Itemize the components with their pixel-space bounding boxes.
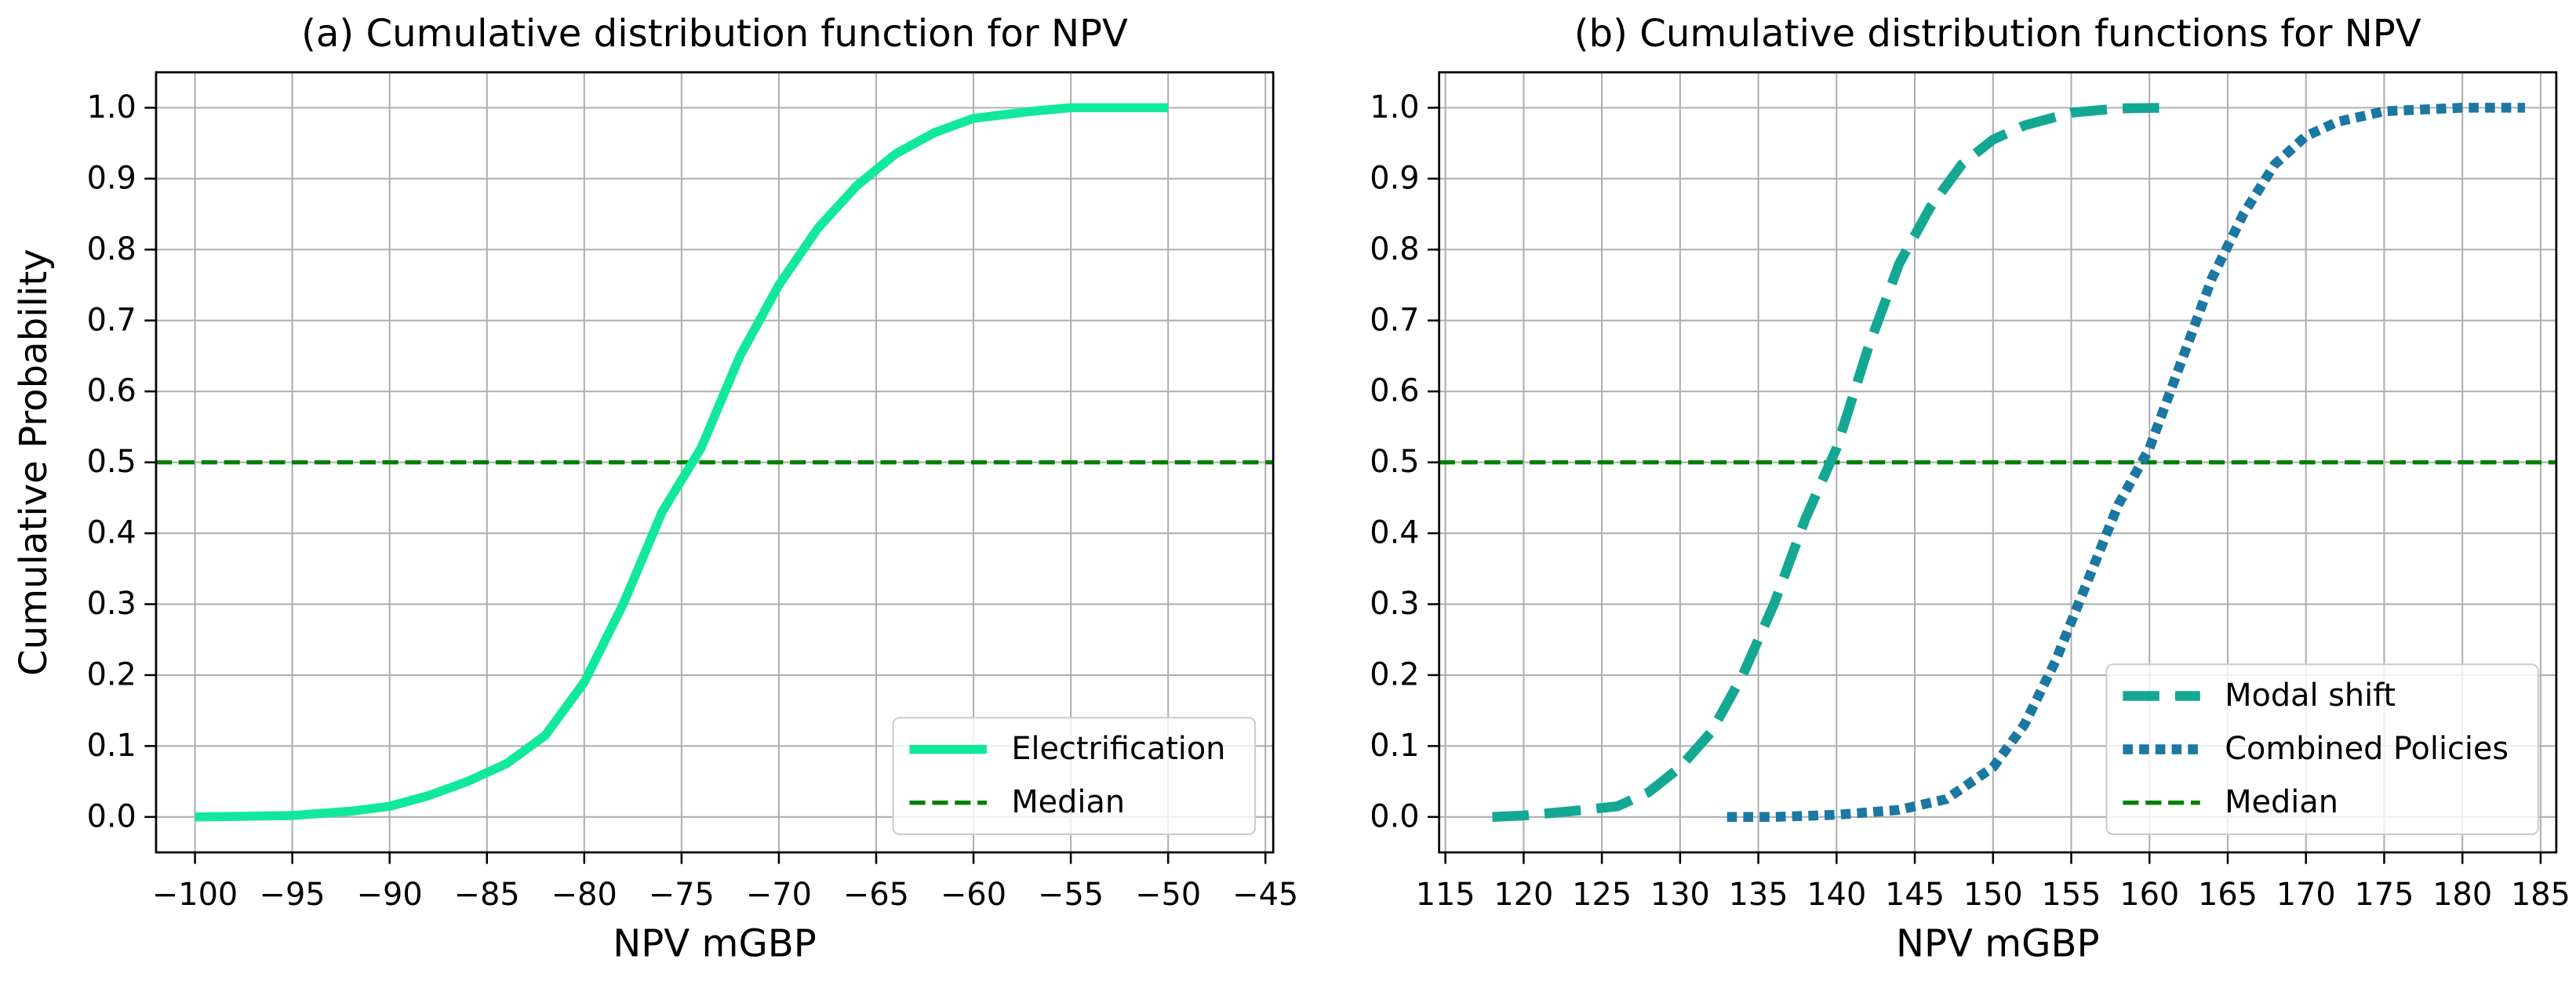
x-tick-label: 145 [1885, 877, 1945, 913]
x-tick-label: 140 [1806, 877, 1866, 913]
x-tick-label: 180 [2432, 877, 2492, 913]
legend-box [2105, 663, 2539, 836]
x-tick-label: −75 [649, 877, 715, 913]
y-tick-label: 1.0 [1370, 89, 1419, 125]
axes-frame [155, 71, 1275, 854]
y-tick-label: 0.5 [1370, 444, 1419, 480]
x-tick-label: −70 [746, 877, 812, 913]
x-tick-label: 155 [2042, 877, 2101, 913]
y-tick-label: 0.3 [1370, 586, 1419, 622]
y-tick-label: 0.3 [87, 586, 136, 622]
chart: 115 120 125 130 135 140 145 150 155 160 165 170 175 1… [1370, 12, 2571, 965]
y-tick-label: 0.1 [87, 728, 136, 764]
y-tick-label: 0.5 [87, 444, 136, 480]
legend-label: Median [1011, 784, 1125, 820]
cdf-line [1492, 103, 2166, 823]
x-tick-label: 120 [1494, 877, 1553, 913]
legend-label: Median [2225, 784, 2338, 820]
cdf-line [195, 103, 1169, 822]
x-tick-label: 115 [1416, 877, 1475, 913]
x-tick-label: 125 [1572, 877, 1632, 913]
chart-title: (b) Cumulative distribution functions fo… [1574, 12, 2421, 56]
x-axis-label: NPV mGBP [613, 921, 817, 965]
x-tick-label: 135 [1729, 877, 1788, 913]
y-tick-label: 0.1 [1370, 728, 1419, 764]
x-tick-label: −50 [1135, 877, 1201, 913]
x-tick-label: −60 [941, 877, 1006, 913]
y-axis-label: Cumulative Probability [12, 249, 56, 676]
x-tick-label: −55 [1038, 877, 1104, 913]
legend-label: Modal shift [2225, 678, 2396, 714]
legend-label: Combined Policies [2225, 731, 2509, 767]
chart: −100 −95 −90 −85 −80 −75 −70 −65 −60 −55 −50 −45 0.0… [12, 12, 1298, 965]
x-tick-label: 185 [2511, 877, 2571, 913]
x-tick-label: 165 [2198, 877, 2258, 913]
x-tick-label: −65 [843, 877, 909, 913]
x-tick-label: 130 [1650, 877, 1710, 913]
chart-title: (a) Cumulative distribution function for… [301, 12, 1128, 56]
cdf-line [1726, 103, 2525, 823]
x-tick-label: 175 [2354, 877, 2414, 913]
x-tick-label: −80 [551, 877, 617, 913]
y-tick-label: 0.8 [87, 231, 136, 267]
y-tick-label: 0.4 [87, 515, 136, 551]
x-axis-label: NPV mGBP [1896, 921, 2100, 965]
y-tick-label: 0.9 [87, 160, 136, 196]
x-tick-label: −100 [152, 877, 238, 913]
y-tick-label: 0.7 [87, 302, 136, 338]
x-tick-label: 150 [1963, 877, 2023, 913]
y-tick-label: 0.0 [1370, 798, 1419, 834]
x-tick-label: −95 [260, 877, 326, 913]
x-tick-label: 170 [2276, 877, 2336, 913]
y-tick-label: 0.8 [1370, 231, 1419, 267]
axes-frame [1438, 71, 2558, 854]
y-tick-label: 0.9 [1370, 160, 1419, 196]
y-tick-label: 0.4 [1370, 515, 1419, 551]
x-tick-label: 160 [2119, 877, 2179, 913]
y-tick-label: 0.6 [87, 373, 136, 409]
y-tick-label: 0.7 [1370, 302, 1419, 338]
legend-label: Electrification [1011, 731, 1225, 767]
x-tick-label: −90 [357, 877, 423, 913]
x-tick-label: −45 [1232, 877, 1298, 913]
y-tick-label: 0.6 [1370, 373, 1419, 409]
y-tick-label: 0.2 [87, 656, 136, 692]
y-tick-label: 0.2 [1370, 656, 1419, 692]
y-tick-label: 1.0 [87, 89, 136, 125]
y-tick-label: 0.0 [87, 798, 136, 834]
x-tick-label: −85 [454, 877, 520, 913]
